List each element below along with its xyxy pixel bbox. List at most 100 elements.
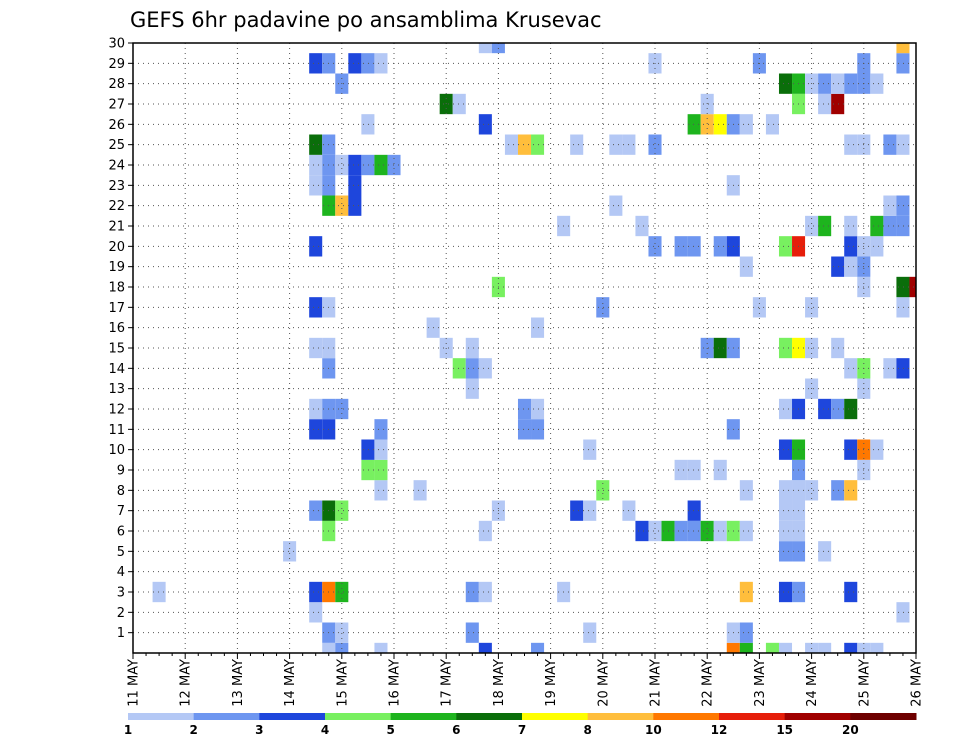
heatmap-cell <box>844 480 858 501</box>
colorbar-tick-label: 1 <box>124 723 132 737</box>
heatmap-cell <box>765 114 779 135</box>
y-tick-label: 2 <box>117 606 125 621</box>
colorbar-tick-label: 7 <box>518 723 526 737</box>
heatmap-cell <box>478 358 492 379</box>
heatmap-cell <box>778 398 793 420</box>
y-tick-label: 10 <box>108 443 125 458</box>
y-tick-label: 22 <box>108 199 125 214</box>
heatmap-cell <box>870 73 884 94</box>
heatmap-cell <box>687 500 701 521</box>
heatmap-cell <box>583 439 597 460</box>
heatmap-cell <box>870 642 884 653</box>
heatmap-cell <box>739 581 753 603</box>
heatmap-cell <box>896 43 910 54</box>
heatmap-cell <box>361 439 375 460</box>
colorbar-swatch <box>587 713 654 720</box>
heatmap-cell <box>465 358 479 379</box>
colorbar-tick-label: 10 <box>645 723 662 737</box>
heatmap-cell <box>883 215 897 237</box>
y-tick-label: 14 <box>108 362 125 377</box>
heatmap-cell <box>896 195 910 216</box>
heatmap-cell <box>309 53 323 74</box>
x-tick-label: 16 MAY <box>388 659 403 707</box>
heatmap-cell <box>778 642 793 653</box>
y-tick-label: 3 <box>117 586 125 601</box>
heatmap-cell <box>517 398 532 420</box>
y-tick-label: 26 <box>108 118 125 133</box>
heatmap-cell <box>374 642 388 653</box>
colorbar-swatch <box>456 713 523 720</box>
heatmap-cell <box>465 378 479 399</box>
x-tick-label: 19 MAY <box>544 659 559 707</box>
heatmap-cell <box>413 480 427 501</box>
heatmap-cell <box>517 134 532 155</box>
heatmap-cell <box>348 175 362 196</box>
heatmap-cell <box>739 114 753 135</box>
x-tick-label: 13 MAY <box>231 659 246 707</box>
heatmap-cell <box>361 154 375 176</box>
x-axis: 11 MAY 12 MAY 13 MAY 14 MAY 15 MAY 16 MAY 17 M… <box>127 653 925 707</box>
heatmap-cell <box>648 236 662 257</box>
heatmap-cell <box>831 398 845 420</box>
heatmap-cell <box>818 93 832 115</box>
heatmap-cell <box>674 459 688 481</box>
heatmap-cell <box>596 297 610 318</box>
heatmap-cell <box>896 215 910 237</box>
heatmap-cell <box>883 195 897 216</box>
heatmap-cell <box>844 439 858 460</box>
heatmap-cell <box>831 337 845 359</box>
heatmap-cell <box>778 73 793 94</box>
heatmap-cell <box>687 520 701 542</box>
y-tick-label: 11 <box>108 423 125 438</box>
y-tick-label: 20 <box>108 240 125 255</box>
heatmap-cell <box>752 297 766 318</box>
heatmap-cell <box>778 337 793 359</box>
y-tick-label: 21 <box>108 220 125 235</box>
heatmap-cell <box>570 500 584 521</box>
heatmap-cell <box>831 256 845 277</box>
heatmap-cell <box>309 236 323 257</box>
heatmap-cell <box>335 195 349 216</box>
heatmap-cell <box>844 256 858 277</box>
colorbar-swatch <box>259 713 326 720</box>
heatmap-cell <box>309 134 323 155</box>
heatmap-cell <box>870 236 884 257</box>
heatmap-cell <box>374 53 388 74</box>
heatmap-cell <box>778 236 793 257</box>
y-tick-label: 16 <box>108 321 125 336</box>
heatmap-cell <box>348 154 362 176</box>
heatmap-cell <box>700 520 714 542</box>
y-tick-label: 12 <box>108 403 125 418</box>
y-tick-label: 28 <box>108 77 125 92</box>
heatmap-cell <box>452 93 466 115</box>
heatmap-cell <box>361 459 375 481</box>
heatmap-cell <box>335 581 349 603</box>
heatmap-cell <box>909 276 916 298</box>
heatmap-cell <box>713 114 727 135</box>
y-tick-label: 25 <box>108 138 125 153</box>
colorbar-swatch <box>128 713 195 720</box>
heatmap-cell <box>844 73 858 94</box>
heatmap-cell <box>570 134 584 155</box>
heatmap-cell <box>648 134 662 155</box>
heatmap-cell <box>635 215 649 237</box>
heatmap-cell <box>322 642 336 653</box>
y-tick-label: 8 <box>117 484 125 499</box>
heatmap-cell <box>309 419 323 440</box>
heatmap-cell <box>335 500 349 521</box>
heatmap-cell <box>778 520 793 542</box>
heatmap-cell <box>726 642 740 653</box>
heatmap-cell <box>309 175 323 196</box>
heatmap-cell <box>844 358 858 379</box>
heatmap-cell <box>504 134 518 155</box>
colorbar-tick-label: 12 <box>711 723 728 737</box>
heatmap-cell <box>335 622 349 643</box>
heatmap-cell <box>335 642 349 653</box>
x-tick-label: 14 MAY <box>283 659 298 707</box>
heatmap-cell <box>531 642 545 653</box>
heatmap-cell <box>348 195 362 216</box>
heatmap-cell <box>805 215 819 237</box>
x-tick-label: 21 MAY <box>649 659 664 707</box>
heatmap-cell <box>896 276 910 298</box>
